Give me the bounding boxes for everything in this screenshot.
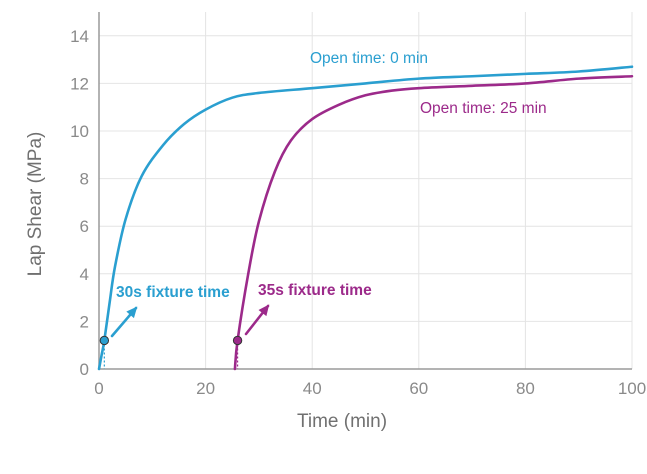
fixture-point-marker [232, 335, 243, 346]
fixture-point-marker [99, 335, 110, 346]
y-tick-label: 2 [80, 312, 89, 331]
y-tick-label: 0 [80, 360, 89, 379]
series-lines [97, 65, 634, 371]
y-tick-label: 10 [70, 122, 89, 141]
y-tick-label: 6 [80, 217, 89, 236]
annotations: 30s fixture time 35s fixture time [99, 282, 372, 369]
y-tick-label: 4 [80, 265, 89, 284]
x-tick-label: 100 [618, 379, 646, 398]
x-axis-title: Time (min) [297, 411, 387, 432]
y-tick-label: 12 [70, 74, 89, 93]
fixture-arrowhead [258, 304, 270, 317]
x-tick-label: 0 [94, 379, 103, 398]
series-label-1: Open time: 0 min [310, 50, 428, 67]
series-line-2 [233, 74, 634, 371]
x-tick-label: 40 [303, 379, 322, 398]
axes: 0 2 4 6 8 10 12 14 0 20 40 60 80 100 [70, 12, 646, 398]
series-label-2: Open time: 25 min [420, 100, 547, 117]
y-tick-label: 14 [70, 27, 89, 46]
fixture-label: 35s fixture time [258, 282, 372, 299]
x-tick-label: 20 [196, 379, 215, 398]
series-line-1 [97, 65, 634, 371]
fixture-label: 30s fixture time [116, 284, 230, 301]
labels: Open time: 0 min Open time: 25 min [310, 50, 547, 117]
x-tick-label: 80 [516, 379, 535, 398]
fixture-arrowhead [126, 306, 138, 319]
x-tick-label: 60 [409, 379, 428, 398]
y-tick-label: 8 [80, 170, 89, 189]
y-axis-title: Lap Shear (MPa) [25, 132, 46, 277]
